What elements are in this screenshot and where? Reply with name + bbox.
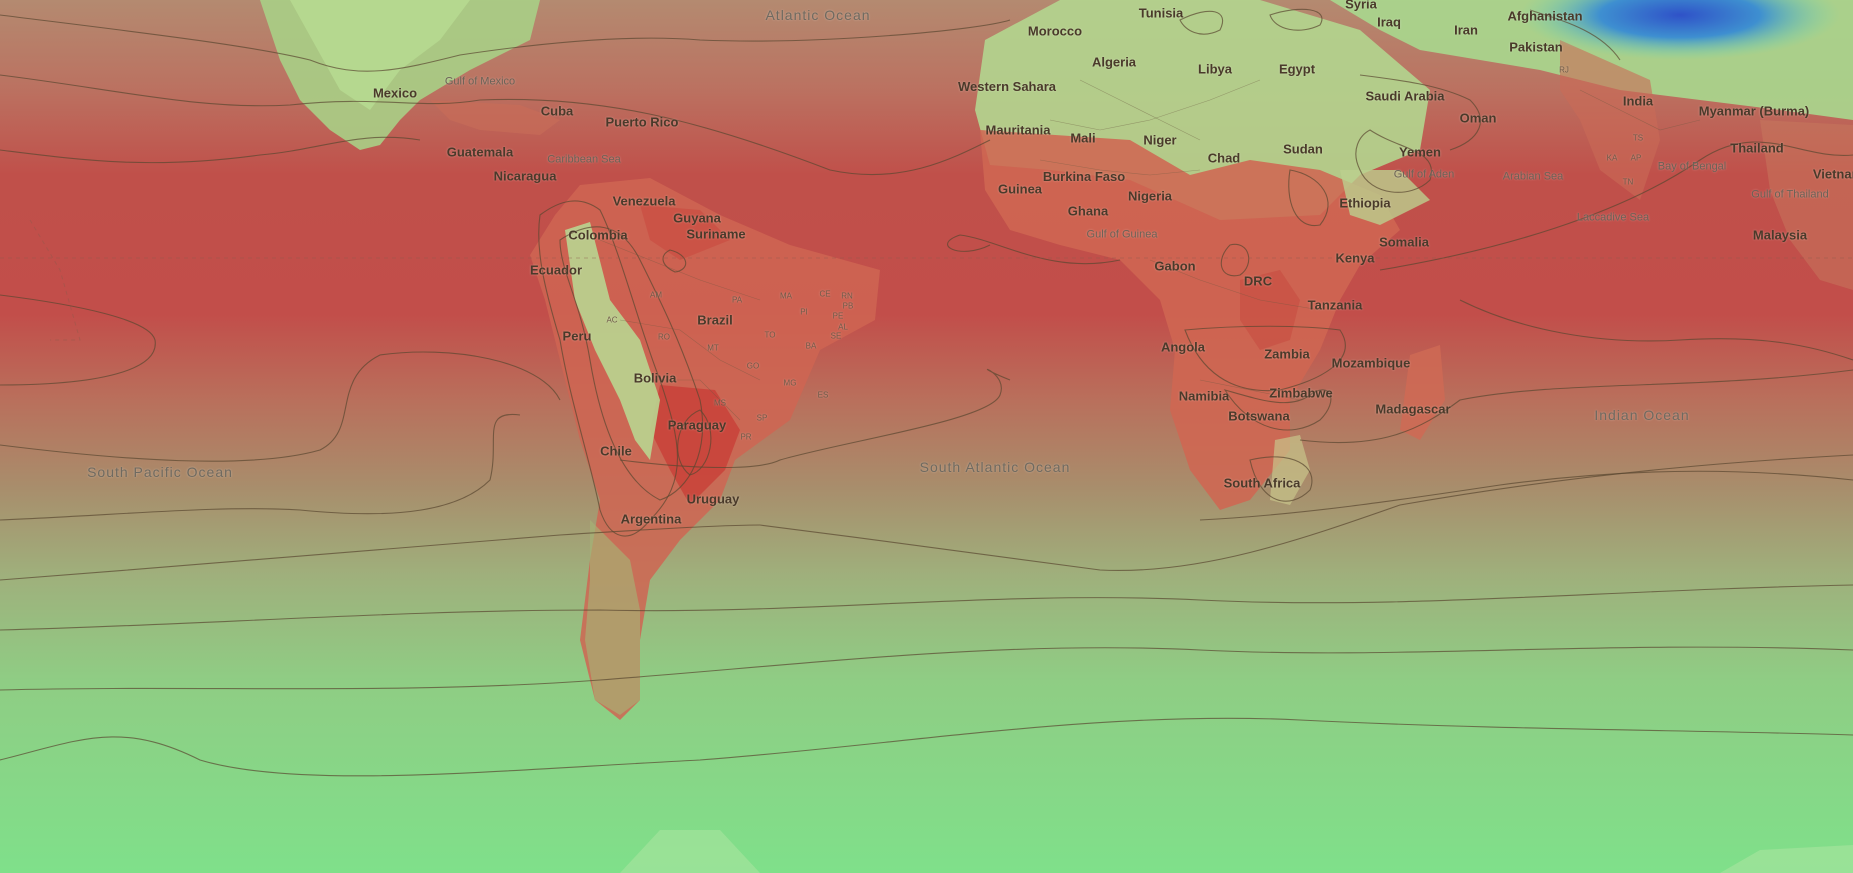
weather-heatmap[interactable]: Mexico Cuba Puerto Rico Guatemala Nicara… xyxy=(0,0,1853,873)
heatmap-layer xyxy=(0,0,1853,873)
